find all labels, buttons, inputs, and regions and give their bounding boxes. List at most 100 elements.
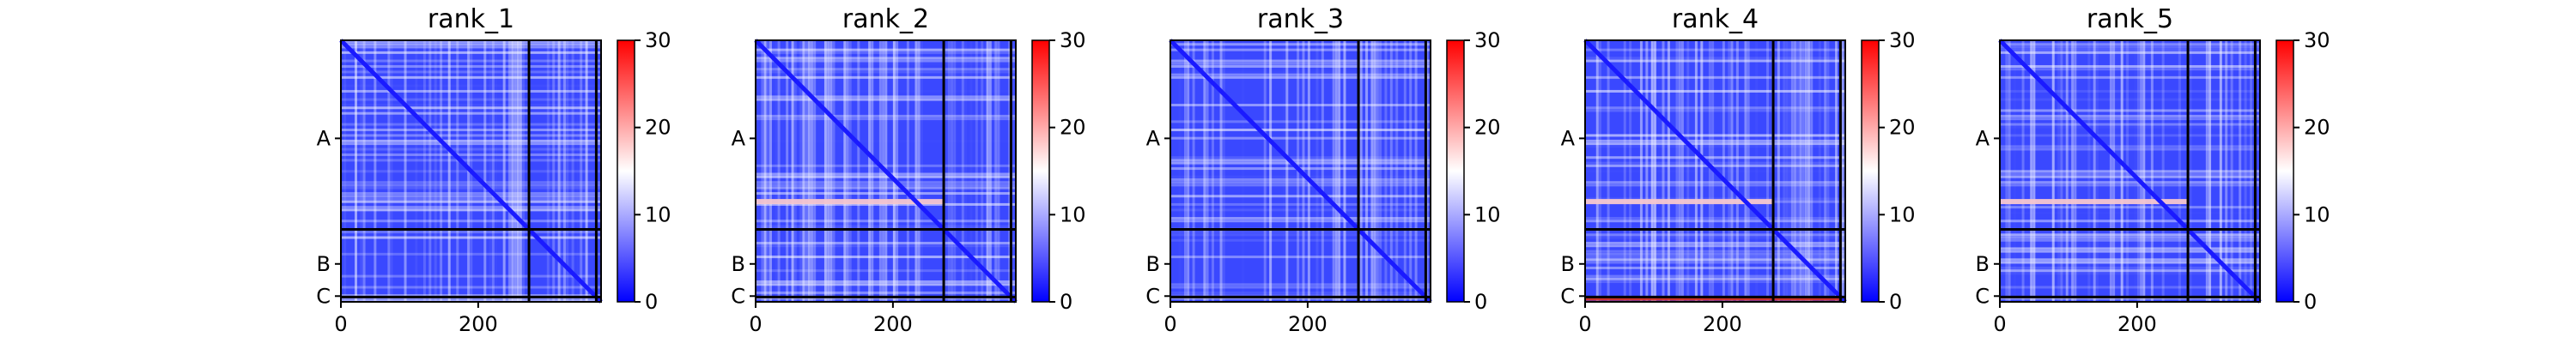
heatmap-column-stripe — [374, 40, 377, 302]
heatmap-row-stripe — [756, 283, 1016, 286]
heatmap-cells — [1170, 40, 1431, 302]
heatmap-column-stripe — [1183, 40, 1187, 302]
heatmap-row-stripe — [2000, 75, 2260, 79]
heatmap-column-stripe — [519, 40, 522, 302]
heatmap-column-stripe — [994, 40, 998, 302]
heatmap-row-stripe — [341, 153, 601, 156]
heatmap-column-stripe — [1409, 40, 1413, 302]
heatmap-column-stripe — [1700, 40, 1704, 302]
heatmap-column-stripe — [775, 40, 777, 302]
heatmap-row-stripe — [756, 48, 1016, 51]
heatmap-row-stripe — [341, 104, 601, 107]
heatmap-column-stripe — [807, 40, 811, 302]
heatmap-column-stripe — [511, 40, 514, 302]
heatmap-row-stripe — [2000, 68, 2260, 71]
heatmap-column-stripe — [513, 40, 517, 302]
heatmap-column-stripe — [766, 40, 769, 302]
x-tick-label: 200 — [2117, 312, 2157, 336]
heatmap-column-stripe — [947, 40, 951, 302]
heatmap-row-stripe — [341, 70, 601, 74]
heatmap-row-stripe — [756, 184, 1016, 187]
heatmap-column-stripe — [2030, 40, 2033, 302]
heatmap-column-stripe — [390, 40, 393, 302]
heatmap-row-stripe — [756, 68, 1016, 71]
heatmap-row-stripe — [1170, 129, 1431, 132]
colorbar-tick-label: 0 — [645, 290, 658, 314]
heatmap-column-stripe — [1332, 40, 1335, 302]
heatmap-column-stripe — [1222, 40, 1225, 302]
heatmap-row-stripe — [341, 231, 601, 234]
heatmap-diagonal — [1169, 39, 1432, 304]
heatmap-row-stripe — [1170, 286, 1431, 289]
heatmap-column-stripe — [1203, 40, 1206, 302]
heatmap-column-stripe — [1283, 40, 1285, 302]
heatmap-row-stripe — [341, 206, 601, 209]
heatmap-row-stripe — [341, 111, 601, 115]
heatmap-column-stripe — [1187, 40, 1190, 302]
heatmap-row-stripe — [1170, 238, 1431, 242]
heatmap-column-stripe — [495, 40, 497, 302]
heatmap-row-stripe — [341, 252, 601, 256]
heatmap-row-stripe — [1585, 59, 1845, 63]
heatmap-column-stripe — [799, 40, 803, 302]
heatmap-row-stripe — [1170, 43, 1431, 46]
x-tick-label: 200 — [1703, 312, 1742, 336]
heatmap-column-stripe — [1395, 40, 1399, 302]
heatmap-row-stripe — [2000, 117, 2260, 121]
heatmap-column-stripe — [1334, 40, 1338, 302]
heatmap-column-stripe — [483, 40, 487, 302]
heatmap-row-stripe — [1585, 261, 1845, 264]
heatmap-row-stripe — [2000, 266, 2260, 269]
heatmap-column-stripe — [857, 40, 860, 302]
heatmap-column-stripe — [1835, 40, 1838, 302]
heatmap-row-stripe — [341, 184, 601, 187]
y-tick-label: A — [1976, 126, 1990, 150]
heatmap-row-stripe — [341, 40, 601, 43]
y-tick-label: C — [1975, 284, 1990, 308]
heatmap-row-stripe — [1585, 161, 1845, 165]
heatmap-row-stripe — [756, 220, 1016, 223]
heatmap-column-stripe — [489, 40, 492, 302]
heatmap-diagonal — [754, 39, 1018, 304]
heatmap-column-stripe — [404, 40, 407, 302]
y-tick-label: B — [1561, 252, 1575, 276]
heatmap-column-stripe — [2150, 40, 2154, 302]
heatmap-column-stripe — [906, 40, 909, 302]
heatmap-column-stripe — [1826, 40, 1830, 302]
heatmap-row-stripe — [2000, 286, 2260, 289]
heatmap-column-stripe — [2074, 40, 2077, 302]
heatmap-row-stripe — [2000, 89, 2260, 93]
heatmap-column-stripe — [1818, 40, 1821, 302]
heatmap-column-stripe — [1777, 40, 1780, 302]
heatmap-row-stripe — [756, 51, 1016, 54]
heatmap-diagonal — [1583, 39, 1847, 304]
colorbar-tick-label: 0 — [1889, 290, 1902, 314]
colorbar-tick-label: 20 — [2304, 116, 2330, 140]
y-tick-label: A — [732, 126, 746, 150]
heatmap-row-stripe — [341, 75, 601, 79]
heatmap-row-stripe — [1585, 233, 1845, 237]
heatmap-column-stripe — [1370, 40, 1374, 302]
heatmap-row-stripe — [1585, 241, 1845, 244]
heatmap-row-stripe — [1585, 134, 1845, 137]
heatmap-column-stripe — [557, 40, 561, 302]
colorbar — [1446, 39, 1465, 303]
heatmap-row-stripe — [1585, 256, 1845, 259]
heatmap-row-stripe — [756, 269, 1016, 273]
heatmap-column-stripe — [1799, 40, 1802, 302]
heatmap-column-stripe — [1667, 40, 1670, 302]
heatmap-row-stripe — [1170, 159, 1431, 162]
heatmap-row-stripe — [1170, 217, 1431, 220]
heatmap-row-stripe — [341, 208, 601, 212]
heatmap-row-stripe — [341, 147, 601, 151]
heatmap-diagonal — [339, 39, 603, 304]
heatmap-row-stripe — [1585, 139, 1845, 142]
heatmap-cells — [2000, 40, 2260, 302]
plot-frame — [340, 39, 602, 303]
heatmap-column-stripe — [827, 40, 830, 302]
heatmap-column-stripe — [1686, 40, 1690, 302]
x-tick-label: 0 — [334, 312, 347, 336]
heatmap-column-stripe — [777, 40, 781, 302]
